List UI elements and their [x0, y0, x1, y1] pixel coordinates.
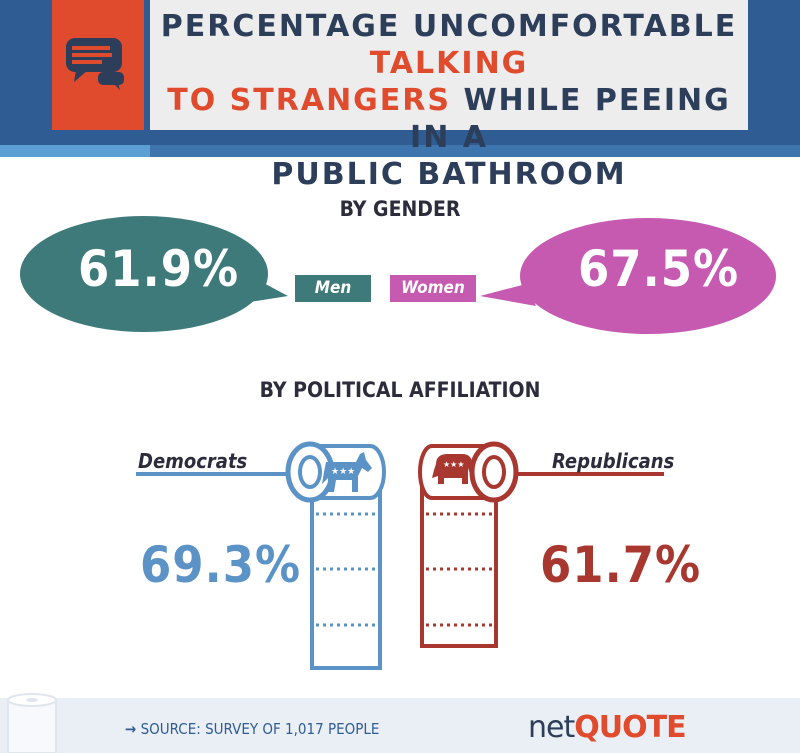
- democrats-label: Democrats: [138, 449, 248, 473]
- title-highlight-2: TO STRANGERS: [167, 83, 451, 118]
- speech-bubbles-icon: [66, 38, 124, 90]
- svg-text:★★★: ★★★: [443, 460, 465, 469]
- women-speech-bubble: [480, 218, 776, 334]
- title-part-2: WHILE PEEING IN A: [410, 83, 731, 155]
- svg-text:★★★: ★★★: [331, 467, 355, 477]
- elephant-icon: ★★★: [432, 454, 474, 484]
- donkey-icon: ★★★: [322, 452, 372, 492]
- footer-source-text: SURVEY OF 1,017 PEOPLE: [200, 720, 380, 738]
- footer-source-label: SOURCE:: [140, 720, 201, 738]
- gender-section-label: BY GENDER: [339, 197, 461, 221]
- page-title: PERCENTAGE UNCOMFORTABLE TALKING TO STRA…: [150, 8, 748, 193]
- footer-background: [0, 698, 800, 753]
- republicans-label: Republicans: [552, 449, 675, 473]
- women-value: 67.5%: [578, 240, 740, 298]
- republicans-value: 61.7%: [540, 536, 702, 594]
- logo-net: net: [528, 710, 575, 745]
- men-speech-bubble: [20, 216, 288, 332]
- title-highlight-1: TALKING: [369, 46, 529, 81]
- men-value: 61.9%: [78, 240, 240, 298]
- women-tag: Women: [390, 275, 476, 302]
- political-section-label: BY POLITICAL AFFILIATION: [259, 378, 541, 402]
- netquote-logo: netQUOTE: [528, 710, 687, 745]
- men-tag: Men: [295, 275, 371, 302]
- header-band-dark: [150, 145, 800, 157]
- democrats-value: 69.3%: [140, 536, 302, 594]
- republicans-toilet-roll: [418, 441, 664, 648]
- footer-toilet-roll-icon: [7, 693, 57, 753]
- title-part-3: PUBLIC BATHROOM: [271, 157, 627, 192]
- title-box: [150, 0, 748, 130]
- footer-source: → SOURCE: SURVEY OF 1,017 PEOPLE: [125, 720, 379, 738]
- logo-quote: QUOTE: [574, 710, 686, 745]
- title-icon-box: [52, 0, 144, 130]
- title-part-1: PERCENTAGE UNCOMFORTABLE: [160, 9, 738, 44]
- arrow-right-icon: →: [125, 720, 137, 738]
